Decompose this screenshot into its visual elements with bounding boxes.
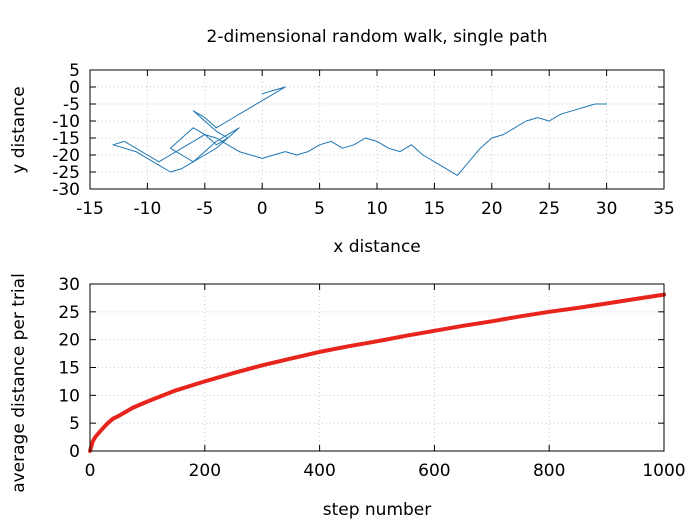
random-walk-chart: 2-dimensional random walk, single path -… <box>9 27 675 257</box>
x-tick-label: 0 <box>257 199 268 219</box>
x-tick-label: 600 <box>418 461 450 481</box>
average-distance-x-axis-label: step number <box>323 500 432 520</box>
y-tick-label: 25 <box>58 303 80 323</box>
random-walk-x-axis-label: x distance <box>333 237 421 257</box>
y-tick-label: -10 <box>52 112 80 132</box>
x-tick-label: 10 <box>366 199 388 219</box>
random-walk-path-line <box>112 86 608 176</box>
x-tick-label: 15 <box>424 199 446 219</box>
x-tick-label: 0 <box>85 461 96 481</box>
random-walk-y-axis-label: y distance <box>9 86 29 174</box>
x-tick-label: 800 <box>533 461 565 481</box>
x-tick-label: 400 <box>303 461 335 481</box>
y-tick-label: -15 <box>52 129 80 149</box>
x-tick-label: 20 <box>481 199 503 219</box>
x-tick-label: 1000 <box>642 461 685 481</box>
y-tick-label: 5 <box>69 414 80 434</box>
x-tick-label: 25 <box>538 199 560 219</box>
average-distance-series <box>88 292 666 453</box>
x-tick-label: 5 <box>314 199 325 219</box>
random-walk-plot-frame <box>89 69 665 190</box>
y-tick-label: 10 <box>58 386 80 406</box>
y-tick-label: -30 <box>52 180 80 200</box>
x-tick-label: 30 <box>596 199 618 219</box>
y-tick-label: 0 <box>69 442 80 462</box>
average-distance-chart: 0 200 400 600 800 1000 0 5 10 15 20 25 30 step numbe… <box>9 273 686 520</box>
y-tick-label: 30 <box>58 275 80 295</box>
y-tick-label: -20 <box>52 146 80 166</box>
y-tick-label: 5 <box>69 61 80 81</box>
x-tick-label: 200 <box>189 461 221 481</box>
random-walk-ticks: -15 -10 -5 0 5 10 15 20 25 30 35-30-25-20-15-10-50… <box>52 61 675 219</box>
random-walk-grid <box>90 70 664 189</box>
x-tick-label: -15 <box>76 199 104 219</box>
y-tick-label: 20 <box>58 331 80 351</box>
x-tick-label: -10 <box>134 199 162 219</box>
y-tick-label: -25 <box>52 163 80 183</box>
y-tick-label: -5 <box>63 95 80 115</box>
x-tick-label: -5 <box>196 199 213 219</box>
y-tick-label: 0 <box>69 78 80 98</box>
random-walk-path-series <box>112 86 608 176</box>
random-walk-title: 2-dimensional random walk, single path <box>207 27 548 47</box>
average-distance-ticks: 0 200 400 600 800 1000 0 5 10 15 20 25 30 <box>58 275 685 481</box>
average-distance-y-axis-label: average distance per trial <box>9 273 29 493</box>
average-distance-line <box>88 292 666 453</box>
x-tick-label: 35 <box>653 199 675 219</box>
y-tick-label: 15 <box>58 359 80 379</box>
